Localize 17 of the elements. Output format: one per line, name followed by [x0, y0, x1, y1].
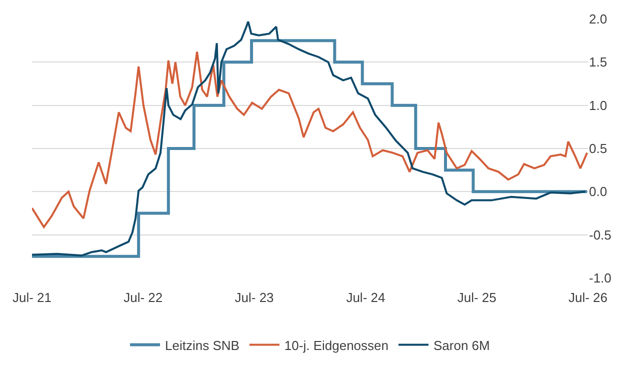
- x-tick-label: Jul- 21: [12, 290, 52, 305]
- y-tick-label: 0.0: [589, 184, 608, 200]
- y-tick-label: 0.5: [589, 141, 608, 156]
- y-tick-label: 1.0: [589, 98, 608, 113]
- x-tick-label: Jul- 24: [346, 290, 386, 305]
- line-series: [32, 50, 588, 228]
- legend-label: Leitzins SNB: [165, 338, 240, 353]
- y-tick-label: -1.0: [589, 270, 612, 286]
- x-tick-label: Jul- 26: [568, 290, 608, 305]
- y-tick-label: 1.5: [589, 54, 608, 70]
- x-tick-label: Jul- 23: [234, 290, 274, 305]
- y-tick-label: 2.0: [589, 12, 608, 27]
- legend-label: 10-j. Eidgenossen: [284, 338, 388, 353]
- y-tick-label: -0.5: [589, 227, 612, 242]
- x-tick-label: Jul- 25: [457, 290, 496, 305]
- x-tick-label: Jul- 22: [124, 290, 163, 305]
- legend-label: Saron 6M: [434, 338, 490, 353]
